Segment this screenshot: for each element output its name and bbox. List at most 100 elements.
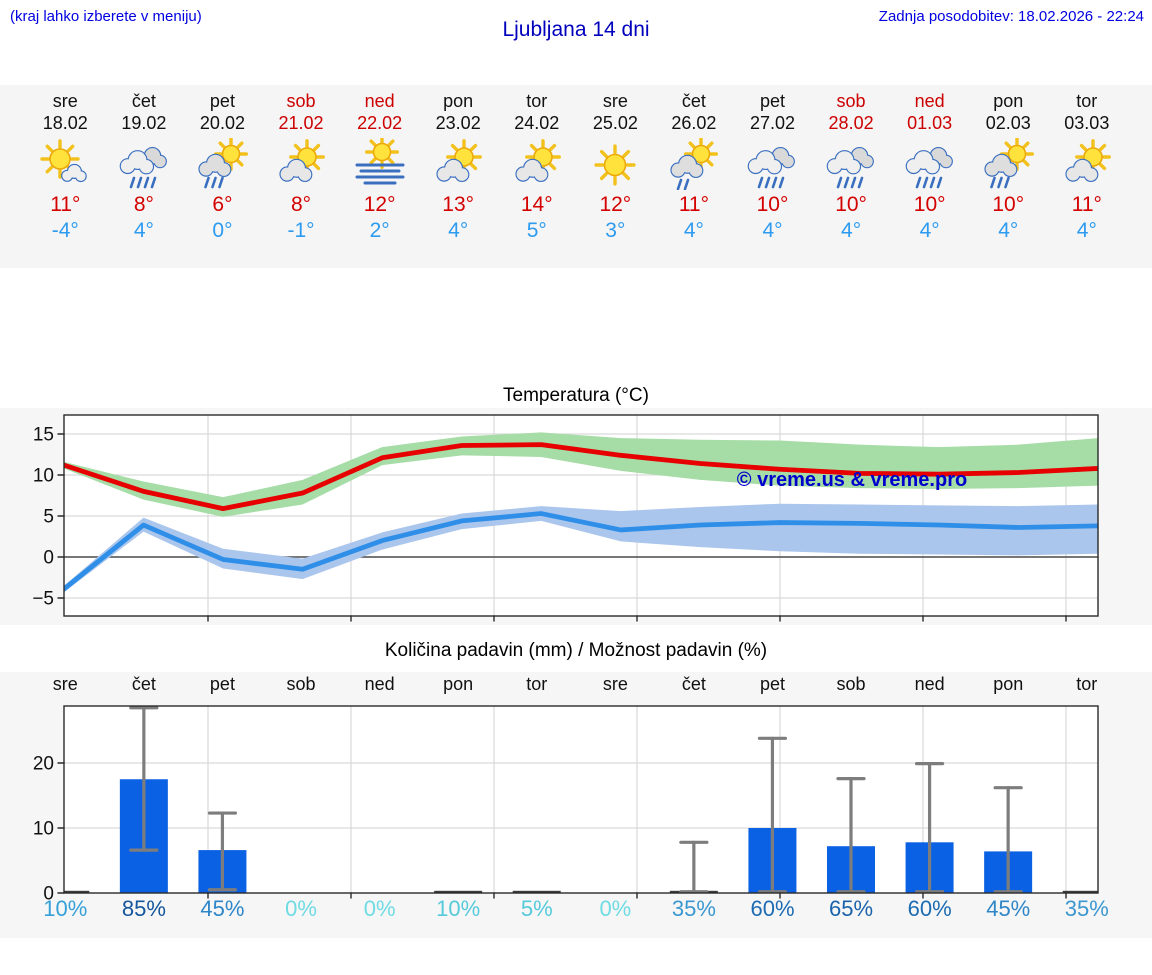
- precip-probability: 5%: [520, 896, 553, 921]
- temperature-chart: Temperatura (°C) 15 10 5 0 −5 © vreme.us & vr…: [0, 385, 1152, 625]
- day-low-temp: 4°: [762, 219, 783, 242]
- precip-day-label: pon: [993, 674, 1024, 694]
- day-column[interactable]: ned 22.02 12° 2°: [340, 85, 419, 268]
- svg-text:0: 0: [43, 548, 54, 569]
- day-icon: [183, 138, 262, 190]
- day-column[interactable]: čet 19.02 8° 4°: [105, 85, 184, 268]
- temperature-plot: 15 10 5 0 −5 © vreme.us & vreme.pro: [32, 414, 1099, 622]
- day-low-temp: 4°: [133, 219, 154, 242]
- day-date: 22.02: [357, 113, 403, 133]
- precip-day-label: ned: [364, 674, 395, 694]
- svg-text:−5: −5: [32, 589, 54, 610]
- day-high-temp: 14°: [520, 193, 553, 216]
- day-column[interactable]: sob 21.02 8° -1°: [262, 85, 341, 268]
- precip-probability: 45%: [986, 896, 1031, 921]
- day-date: 24.02: [514, 113, 560, 133]
- page-title: Ljubljana 14 dni: [502, 18, 650, 41]
- precip-probability: 10%: [43, 896, 88, 921]
- precip-day-label: sob: [836, 674, 866, 694]
- day-low-temp: 4°: [841, 219, 862, 242]
- sun-cloud-icon: [279, 139, 325, 183]
- day-high-temp: 10°: [992, 193, 1025, 216]
- day-low-temp: -4°: [51, 219, 79, 242]
- day-low-temp: 4°: [919, 219, 940, 242]
- last-update-text: Zadnja posodobitev: 18.02.2026 - 22:24: [878, 8, 1144, 25]
- day-name: pon: [993, 91, 1024, 111]
- day-icon: [890, 138, 969, 190]
- day-column[interactable]: pet 20.02 6° 0°: [183, 85, 262, 268]
- precip-day-label: pon: [443, 674, 474, 694]
- precip-day-label: sob: [286, 674, 316, 694]
- precip-bar: [512, 890, 561, 893]
- day-column[interactable]: sre 25.02 12° 3°: [576, 85, 655, 268]
- day-low-temp: 0°: [212, 219, 233, 242]
- precip-probability: 35%: [1064, 896, 1109, 921]
- precip-day-label: pet: [759, 674, 785, 694]
- day-name: ned: [914, 91, 945, 111]
- sun-cloud-rain-icon: [984, 138, 1035, 189]
- day-date: 27.02: [749, 113, 796, 133]
- sun-cloud-light-rain-icon: [670, 138, 718, 190]
- svg-text:20: 20: [33, 754, 54, 775]
- precip-probability: 0%: [363, 896, 396, 921]
- day-low-temp: 2°: [369, 219, 390, 242]
- precip-day-label: pet: [209, 674, 235, 694]
- precip-probability: 60%: [907, 896, 952, 921]
- rain-icon: [119, 146, 167, 189]
- day-low-temp: 4°: [1076, 219, 1097, 242]
- day-low-temp: 4°: [998, 219, 1019, 242]
- svg-text:5: 5: [43, 507, 54, 528]
- fog-sun-icon: [355, 138, 405, 185]
- day-column[interactable]: sre 18.02 11° -4°: [26, 85, 105, 268]
- day-icon: [105, 138, 184, 190]
- day-column[interactable]: tor 24.02 14° 5°: [497, 85, 576, 268]
- day-column[interactable]: pet 27.02 10° 4°: [733, 85, 812, 268]
- day-name: sob: [286, 91, 316, 111]
- precip-probability: 60%: [750, 896, 795, 921]
- day-icon: [1048, 138, 1127, 190]
- day-name: pon: [443, 91, 474, 111]
- day-name: sob: [836, 91, 866, 111]
- day-icon: [497, 138, 576, 190]
- day-name: tor: [526, 91, 548, 111]
- day-low-temp: 4°: [448, 219, 469, 242]
- precip-probability: 65%: [829, 896, 874, 921]
- day-icon: [576, 138, 655, 190]
- precip-probability: 35%: [671, 896, 716, 921]
- day-column[interactable]: čet 26.02 11° 4°: [655, 85, 734, 268]
- sun-cloud-icon: [515, 139, 561, 183]
- day-icon: [419, 138, 498, 190]
- precip-day-label: ned: [914, 674, 945, 694]
- day-column[interactable]: pon 23.02 13° 4°: [419, 85, 498, 268]
- watermark-text: © vreme.us & vreme.pro: [737, 469, 967, 491]
- day-column[interactable]: sob 28.02 10° 4°: [812, 85, 891, 268]
- day-column[interactable]: tor 03.03 11° 4°: [1048, 85, 1127, 268]
- day-column[interactable]: ned 01.03 10° 4°: [890, 85, 969, 268]
- day-date: 03.03: [1064, 113, 1110, 133]
- precip-day-label: tor: [1076, 674, 1098, 694]
- day-name: ned: [364, 91, 395, 111]
- min-temperature-band: [64, 503, 1098, 593]
- precipitation-probability-labels: 10% 85% 45% 0% 0% 10% 5% 0% 35% 60% 65% 60% 45% 35%: [0, 896, 1152, 922]
- svg-text:10: 10: [33, 819, 54, 840]
- day-date: 02.03: [985, 113, 1031, 133]
- day-low-temp: 4°: [683, 219, 704, 242]
- day-date: 28.02: [828, 113, 874, 133]
- day-high-temp: 10°: [835, 193, 867, 216]
- day-name: pet: [759, 91, 785, 111]
- precip-day-label: čet: [131, 674, 156, 694]
- precipitation-chart: Količina padavin (mm) / Možnost padavin …: [0, 640, 1152, 940]
- svg-text:0: 0: [43, 884, 54, 905]
- day-low-temp: 5°: [526, 219, 547, 242]
- day-name: sre: [52, 91, 78, 111]
- sun-icon: [594, 144, 636, 186]
- day-icon: [655, 138, 734, 190]
- day-column[interactable]: pon 02.03 10° 4°: [969, 85, 1048, 268]
- precip-probability: 85%: [121, 896, 166, 921]
- day-icon: [733, 138, 812, 190]
- sun-cloud-icon: [1065, 139, 1111, 183]
- max-temperature-line: [64, 442, 1098, 512]
- max-temperature-band: [64, 432, 1098, 517]
- day-icon: [969, 138, 1048, 190]
